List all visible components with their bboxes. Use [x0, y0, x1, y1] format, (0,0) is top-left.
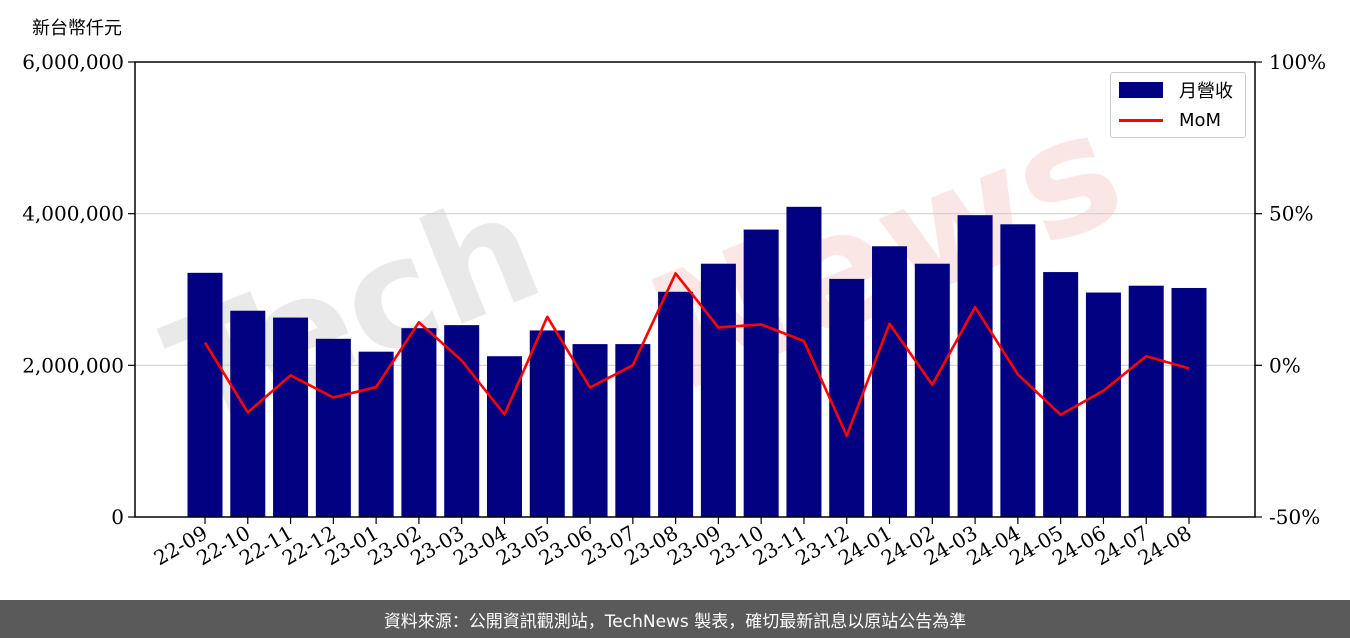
source-footer-text: 資料來源：公開資訊觀測站，TechNews 製表，確切最新訊息以原站公告為準	[383, 611, 967, 632]
bar-series	[187, 206, 1207, 518]
right-tick-label: 100%	[1269, 50, 1326, 74]
revenue-bar	[358, 351, 394, 517]
revenue-bar	[230, 310, 266, 517]
legend-item-mom: MoM	[1119, 108, 1221, 132]
revenue-bar	[1043, 272, 1079, 517]
mom-line-series	[203, 272, 1190, 438]
revenue-bar	[743, 229, 779, 517]
revenue-bar	[658, 291, 694, 517]
revenue-bar	[1085, 292, 1121, 517]
legend: 月營收 MoM	[1110, 72, 1246, 138]
revenue-bar	[1171, 287, 1207, 517]
revenue-bar	[872, 246, 908, 517]
legend-label-revenue: 月營收	[1179, 81, 1233, 102]
plot-frame	[134, 61, 1256, 518]
revenue-bar	[914, 263, 950, 517]
revenue-bar	[187, 272, 223, 517]
right-tick-label: 50%	[1269, 202, 1313, 226]
legend-line-swatch	[1119, 118, 1163, 122]
revenue-bar	[315, 338, 351, 517]
right-y-axis: -50% 0% 50% 100%	[1255, 50, 1326, 529]
legend-bar-swatch	[1119, 82, 1163, 98]
left-y-axis: 0 2,000,000 4,000,000 6,000,000	[22, 50, 135, 529]
left-tick-label: 6,000,000	[22, 50, 124, 74]
left-tick-label: 4,000,000	[22, 202, 124, 226]
right-tick-label: -50%	[1269, 505, 1320, 529]
revenue-bar	[273, 317, 309, 517]
left-tick-label: 0	[111, 505, 124, 529]
revenue-bar	[444, 325, 480, 517]
revenue-bar	[572, 344, 608, 517]
revenue-bar	[700, 263, 736, 517]
legend-label-mom: MoM	[1179, 109, 1222, 131]
revenue-bar	[786, 206, 822, 517]
revenue-bar	[486, 356, 522, 517]
left-tick-label: 2,000,000	[22, 353, 124, 377]
revenue-bar	[615, 344, 651, 517]
legend-item-revenue: 月營收	[1119, 78, 1233, 102]
revenue-bar	[529, 330, 565, 517]
source-footer: 資料來源：公開資訊觀測站，TechNews 製表，確切最新訊息以原站公告為準	[0, 600, 1350, 638]
right-tick-label: 0%	[1269, 353, 1301, 377]
y-axis-unit-label: 新台幣仟元	[32, 18, 122, 39]
mom-line	[203, 272, 1190, 438]
revenue-bar	[829, 278, 865, 517]
x-axis: 22-0922-1022-1122-1223-0123-0223-0323-04…	[150, 517, 1196, 570]
revenue-bar	[401, 328, 437, 517]
revenue-bar	[1000, 224, 1036, 518]
revenue-bar	[957, 215, 993, 517]
revenue-bar	[1128, 285, 1164, 517]
